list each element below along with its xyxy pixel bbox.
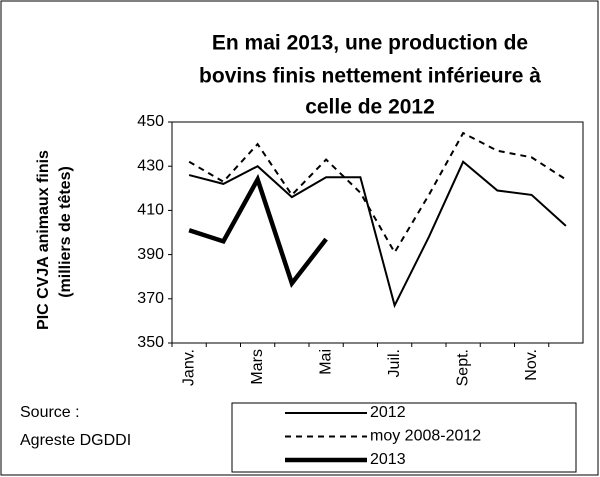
y-tick-label: 350 <box>137 334 164 351</box>
x-tick-label: Nov. <box>523 349 540 381</box>
source: Agreste DGDDI <box>20 432 131 449</box>
series-line <box>188 131 567 255</box>
legend-label: 2012 <box>370 404 406 421</box>
x-tick-label: Mai <box>317 349 334 375</box>
series-line <box>188 173 328 289</box>
chart-title: celle de 2012 <box>305 96 435 119</box>
x-tick-label: Mars <box>249 349 266 385</box>
source: Source : <box>20 404 80 421</box>
legend-label: moy 2008-2012 <box>370 428 481 445</box>
y-axis-label: (milliers de têtes) <box>57 166 74 298</box>
chart-title: En mai 2013, une production de <box>212 32 528 55</box>
legend-label: 2013 <box>370 451 406 468</box>
x-tick-label: Juil. <box>386 349 403 377</box>
y-axis-label: PIC CVJA animaux finis <box>35 150 52 330</box>
y-tick-label: 450 <box>137 113 164 130</box>
y-tick-label: 370 <box>137 290 164 307</box>
chart-title: bovins finis nettement inférieure à <box>199 65 541 88</box>
y-tick-label: 390 <box>137 246 164 263</box>
x-tick-label: Sept. <box>454 349 471 386</box>
y-tick-label: 430 <box>137 157 164 174</box>
series-line <box>188 160 567 309</box>
x-tick-label: Janv. <box>180 349 197 386</box>
y-tick-label: 410 <box>137 202 164 219</box>
